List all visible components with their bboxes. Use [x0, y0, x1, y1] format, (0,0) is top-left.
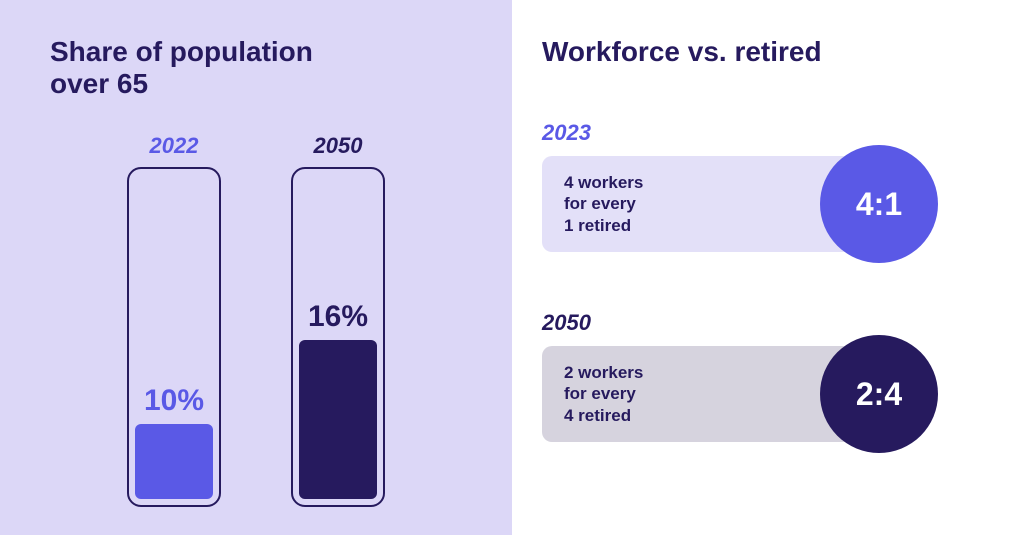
ratio-value: 2:4: [856, 376, 902, 413]
left-panel: Share of population over 65 2022 10% 2050 1…: [0, 0, 512, 535]
right-panel: Workforce vs. retired 20234 workersfor e…: [512, 0, 1024, 535]
ratio-text-line: for every: [564, 383, 734, 404]
ratio-circle: 4:1: [820, 145, 938, 263]
bar-column: 2050 16%: [291, 133, 385, 507]
bar-percent-label: 10%: [129, 384, 219, 418]
ratio-text-line: for every: [564, 193, 734, 214]
ratio-pill: 4 workersfor every1 retired 4:1: [542, 156, 912, 252]
ratio-text-line: 2 workers: [564, 362, 734, 383]
right-heading: Workforce vs. retired: [512, 0, 1024, 68]
bar-percent-label: 16%: [293, 300, 383, 334]
bar-chart: 2022 10% 2050 16%: [0, 133, 512, 507]
bar-shell: 16%: [291, 167, 385, 507]
ratio-value: 4:1: [856, 186, 902, 223]
ratio-year-label: 2050: [542, 310, 912, 336]
ratio-text-line: 1 retired: [564, 215, 734, 236]
bar-column: 2022 10%: [127, 133, 221, 507]
bar-fill: [299, 340, 377, 499]
ratio-group: 2050 2 workersfor every4 retired 2:4: [542, 310, 912, 442]
ratio-text-line: 4 workers: [564, 172, 734, 193]
ratio-year-label: 2023: [542, 120, 912, 146]
bar-year-label: 2050: [314, 133, 363, 159]
ratio-circle: 2:4: [820, 335, 938, 453]
ratio-group: 2023 4 workersfor every1 retired 4:1: [542, 120, 912, 252]
bar-year-label: 2022: [150, 133, 199, 159]
ratio-text: 2 workersfor every4 retired: [564, 362, 734, 426]
ratio-pill: 2 workersfor every4 retired 2:4: [542, 346, 912, 442]
ratio-text-line: 4 retired: [564, 405, 734, 426]
bar-shell: 10%: [127, 167, 221, 507]
ratio-text: 4 workersfor every1 retired: [564, 172, 734, 236]
bar-fill: [135, 424, 213, 499]
left-heading: Share of population over 65: [0, 0, 360, 100]
